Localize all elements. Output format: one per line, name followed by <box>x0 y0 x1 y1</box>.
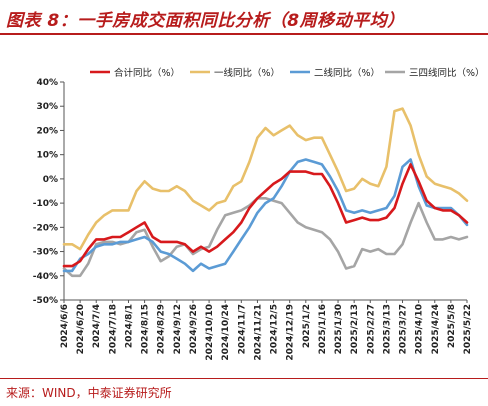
x-tick-label: 2024/12/5 <box>270 304 280 354</box>
x-tick-label: 2024/9/26 <box>189 304 199 354</box>
y-tick-label: 40% <box>36 78 58 88</box>
x-tick-label: 2025/3/27 <box>399 304 409 354</box>
y-tick-label: -50% <box>33 296 58 306</box>
x-tick-label: 2024/8/15 <box>141 304 151 354</box>
x-tick-label: 2024/11/7 <box>237 304 247 354</box>
chart-axes: 40%30%20%10%0%-10%-20%-30%-40%-50%2024/6… <box>33 78 473 361</box>
x-tick-label: 2025/4/24 <box>431 304 441 354</box>
x-tick-label: 2024/7/18 <box>108 304 118 354</box>
line-chart: 40%30%20%10%0%-10%-20%-30%-40%-50%2024/6… <box>33 67 485 361</box>
title-divider <box>0 33 488 35</box>
y-tick-label: -10% <box>33 199 58 209</box>
source-divider <box>0 378 488 379</box>
y-tick-label: 30% <box>36 102 58 112</box>
y-tick-label: -30% <box>33 248 58 258</box>
legend-label: 三四线同比（%） <box>409 67 485 79</box>
y-tick-label: 10% <box>36 151 58 161</box>
legend-label: 二线同比（%） <box>314 67 380 79</box>
y-tick-label: -20% <box>33 223 58 233</box>
series-line-1 <box>62 163 469 268</box>
chart-series <box>62 107 469 278</box>
x-tick-label: 2025/1/16 <box>318 304 328 354</box>
y-tick-label: -40% <box>33 272 58 282</box>
x-tick-label: 2024/10/24 <box>221 304 231 361</box>
x-tick-label: 2025/2/27 <box>366 304 376 354</box>
x-tick-label: 2024/8/29 <box>157 304 167 354</box>
legend-label: 合计同比（%） <box>114 67 180 79</box>
x-tick-label: 2025/5/8 <box>447 304 457 348</box>
y-tick-label: 0% <box>43 175 58 185</box>
series-line-4 <box>62 197 469 278</box>
x-tick-label: 2024/12/19 <box>286 304 296 361</box>
source-note: 来源：WIND，中泰证券研究所 <box>6 386 172 400</box>
x-tick-label: 2024/8/1 <box>124 304 134 348</box>
x-tick-label: 2024/9/12 <box>173 304 183 354</box>
x-tick-label: 2025/5/22 <box>463 304 473 354</box>
legend-label: 一线同比（%） <box>214 67 280 79</box>
x-tick-label: 2024/10/10 <box>205 304 215 361</box>
x-tick-label: 2024/7/4 <box>92 304 102 348</box>
x-tick-label: 2024/11/21 <box>253 304 263 361</box>
x-tick-label: 2024/6/20 <box>76 304 86 354</box>
chart-legend: 合计同比（%） 一线同比（%） 二线同比（%） 三四线同比（%） <box>90 67 485 79</box>
x-tick-label: 2025/2/13 <box>350 304 360 354</box>
x-tick-label: 2025/3/13 <box>382 304 392 354</box>
x-tick-label: 2025/4/10 <box>415 304 425 354</box>
series-line-2 <box>62 107 469 251</box>
x-tick-label: 2025/1/30 <box>334 304 344 354</box>
y-tick-label: 20% <box>36 126 58 136</box>
x-tick-label: 2025/1/2 <box>302 304 312 348</box>
x-tick-label: 2024/6/6 <box>60 304 70 348</box>
series-line-3 <box>62 158 469 273</box>
chart-title: 图表 8：一手房成交面积同比分析（8周移动平均） <box>6 11 405 31</box>
